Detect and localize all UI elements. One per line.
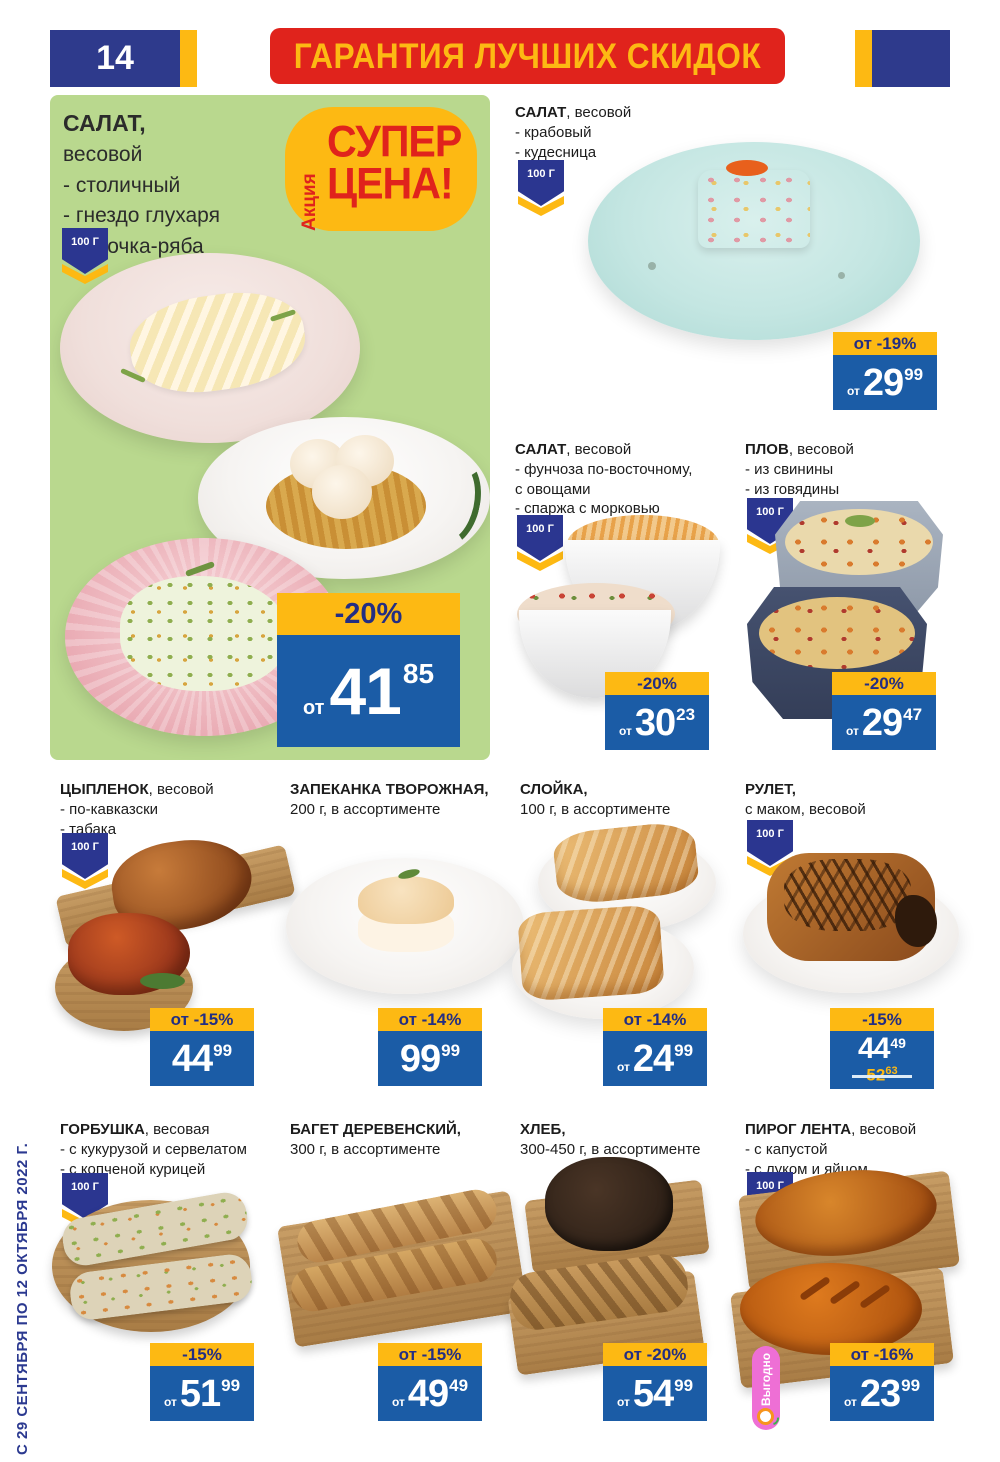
- product-card-salat-krabovy: САЛАТ, весовой - крабовый - кудесница 10…: [505, 98, 965, 428]
- weight-badge-100g: 100 Г: [62, 228, 108, 286]
- discount-badge: от -14%: [603, 1008, 707, 1031]
- vygodno-logo-icon: [757, 1408, 774, 1425]
- header-right-stripe: [855, 30, 872, 87]
- price-block: от -15% 44 99: [150, 1008, 254, 1086]
- product-card-tsyplenok: ЦЫПЛЕНОК, весовой - по-кавказски - табак…: [50, 775, 296, 1105]
- discount-badge: -20%: [605, 672, 709, 695]
- product-card-sloyka: СЛОЙКА, 100 г, в ассортименте от -14% от…: [510, 775, 740, 1105]
- product-title: БАГЕТ ДЕРЕВЕНСКИЙ, 300 г, в ассортименте: [290, 1121, 461, 1158]
- weight-badge-100g: 100 Г: [518, 160, 564, 218]
- plate: [60, 253, 360, 443]
- product-title: ХЛЕБ, 300-450 г, в ассортименте: [520, 1121, 701, 1158]
- product-title: РУЛЕТ, с маком, весовой: [745, 781, 866, 818]
- weight-badge-100g: 100 Г: [747, 820, 793, 878]
- product-card-salat-funchoza: САЛАТ, весовой - фунчоза по-восточному, …: [505, 435, 735, 760]
- product-card-pirog-lenta: ПИРОГ ЛЕНТА, весовой - с капустой - с лу…: [729, 1115, 965, 1455]
- discount-badge: от -15%: [150, 1008, 254, 1031]
- page-number: 14: [96, 39, 134, 77]
- weight-badge-100g: 100 Г: [517, 515, 563, 573]
- price-value: от 41 85: [277, 635, 460, 747]
- page-number-stripe: [180, 30, 197, 87]
- food: [517, 904, 665, 1002]
- product-card-plov: ПЛОВ, весовой - из свинины - из говядины…: [735, 435, 965, 760]
- product-title: САЛАТ, весовой - фунчоза по-восточному, …: [515, 441, 693, 518]
- price-value: от 29 99: [833, 355, 937, 410]
- price-value: 44 49 5263: [830, 1031, 934, 1089]
- page-number-box: 14: [50, 30, 180, 87]
- header-banner: ГАРАНТИЯ ЛУЧШИХ СКИДОК: [270, 28, 785, 84]
- product-title: ГОРБУШКА, весовая - с кукурузой и сервел…: [60, 1121, 247, 1178]
- price-block: от -20% от 54 99: [603, 1343, 707, 1421]
- food: [759, 597, 915, 669]
- vygodno-badge: Выгодно: [752, 1346, 780, 1430]
- price-block: -15% 44 49 5263: [830, 1008, 934, 1089]
- discount-badge: от -16%: [830, 1343, 934, 1366]
- product-title: САЛАТ, весовой - крабовый - кудесница: [515, 104, 632, 161]
- price-block: -20% от 30 23: [605, 672, 709, 750]
- product-title: ПЛОВ, весовой - из свинины - из говядины: [745, 441, 854, 498]
- food: [740, 1263, 922, 1355]
- super-price-badge: Акция СУПЕР ЦЕНА!: [285, 107, 477, 231]
- price-block: -15% от 51 99: [150, 1343, 254, 1421]
- product-title: СЛОЙКА, 100 г, в ассортименте: [520, 781, 671, 818]
- price-block: от -19% от 29 99: [833, 332, 937, 410]
- plate: [286, 858, 524, 994]
- discount-badge: от -19%: [833, 332, 937, 355]
- food: [120, 576, 290, 691]
- product-card-rulet: РУЛЕТ, с маком, весовой 100 Г -15% 44 49 …: [735, 775, 965, 1105]
- product-title: ЗАПЕКАНКА ТВОРОЖНАЯ, 200 г, в ассортимен…: [290, 781, 489, 818]
- discount-badge: -15%: [830, 1008, 934, 1031]
- food: [545, 1157, 673, 1251]
- weight-badge-100g: 100 Г: [62, 833, 108, 891]
- discount-badge: -15%: [150, 1343, 254, 1366]
- price-value: 44 99: [150, 1031, 254, 1086]
- super-price-text: СУПЕР ЦЕНА!: [327, 116, 462, 209]
- product-card-gorbushka: ГОРБУШКА, весовая - с кукурузой и сервел…: [50, 1115, 280, 1455]
- price-block: от -14% от 24 99: [603, 1008, 707, 1086]
- price-value: от 24 99: [603, 1031, 707, 1086]
- discount-badge: от -20%: [603, 1343, 707, 1366]
- price-value: от 30 23: [605, 695, 709, 750]
- product-title: ЦЫПЛЕНОК, весовой - по-кавказски - табак…: [60, 781, 214, 838]
- product-card-baget: БАГЕТ ДЕРЕВЕНСКИЙ, 300 г, в ассортименте…: [276, 1115, 529, 1455]
- discount-badge: от -14%: [378, 1008, 482, 1031]
- price-value: от 23 99: [830, 1366, 934, 1421]
- price-block: от -14% 99 99: [378, 1008, 482, 1086]
- price-value: от 29 47: [832, 695, 936, 750]
- discount-badge: -20%: [832, 672, 936, 695]
- price-block: -20% от 29 47: [832, 672, 936, 750]
- price-block: от -16% от 23 99: [830, 1343, 934, 1421]
- plate: [588, 142, 920, 340]
- product-card-khleb: ХЛЕБ, 300-450 г, в ассортименте от -20% …: [506, 1115, 740, 1455]
- date-range-vertical: С 29 СЕНТЯБРЯ ПО 12 ОКТЯБРЯ 2022 Г.: [14, 1142, 31, 1455]
- discount-badge: -20%: [277, 593, 460, 635]
- price-value: от 54 99: [603, 1366, 707, 1421]
- food: [124, 283, 311, 402]
- akcia-label: Акция: [299, 173, 320, 231]
- price-value: 99 99: [378, 1031, 482, 1086]
- old-price: 5263: [852, 1064, 912, 1085]
- product-title: ПИРОГ ЛЕНТА, весовой - с капустой - с лу…: [745, 1121, 917, 1178]
- price-value: от 49 49: [378, 1366, 482, 1421]
- price-block: -20% от 41 85: [277, 593, 460, 747]
- header-title: ГАРАНТИЯ ЛУЧШИХ СКИДОК: [293, 35, 762, 76]
- discount-badge: от -15%: [378, 1343, 482, 1366]
- product-card-zapekanka: ЗАПЕКАНКА ТВОРОЖНАЯ, 200 г, в ассортимен…: [280, 775, 524, 1105]
- price-block: от -15% от 49 49: [378, 1343, 482, 1421]
- vygodno-label: Выгодно: [759, 1352, 773, 1406]
- header-right-box: [872, 30, 950, 87]
- price-value: от 51 99: [150, 1366, 254, 1421]
- product-card-salat-stolichny: САЛАТ, весовой - столичный - гнездо глух…: [50, 95, 490, 760]
- food: [698, 170, 810, 248]
